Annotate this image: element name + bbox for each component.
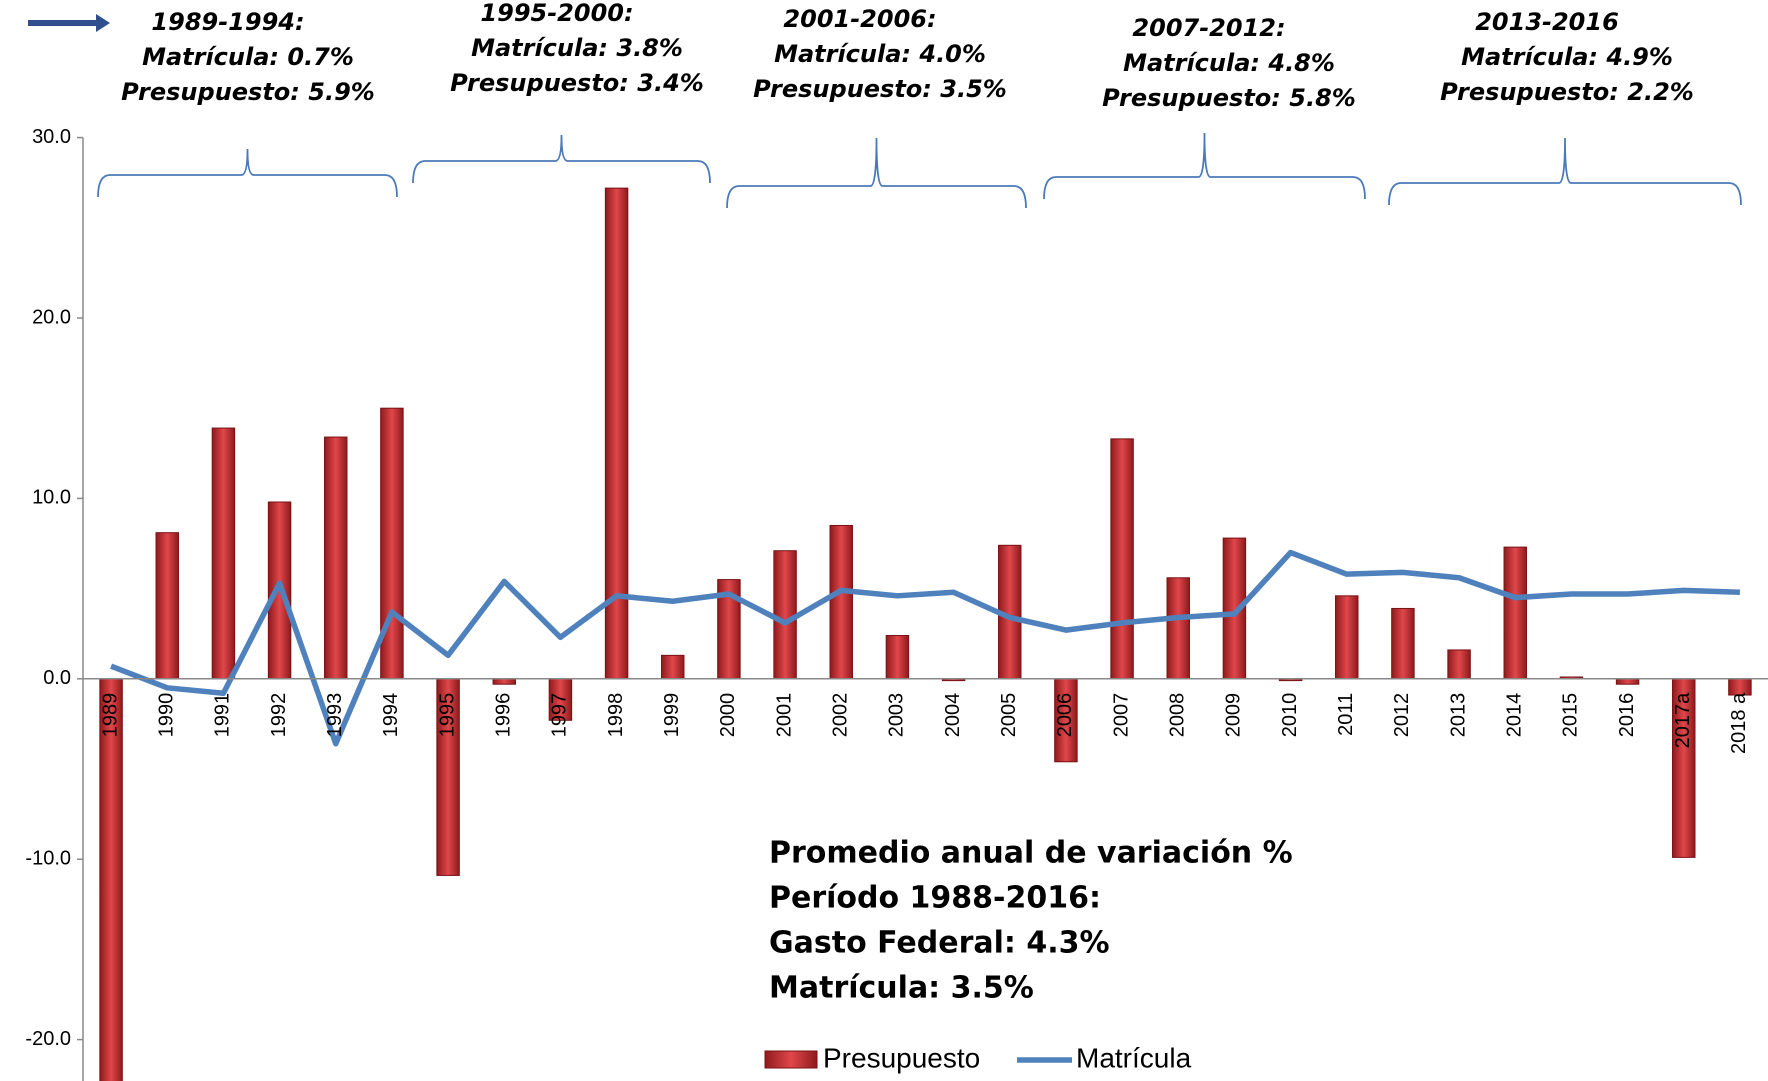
y-tick-label: -20.0 [25, 1028, 71, 1050]
bar [661, 654, 685, 680]
summary-line: Período 1988-2016: [769, 881, 1101, 916]
annotation-matricula: Matrícula: 0.7% [142, 43, 354, 71]
y-tick-label: -10.0 [25, 847, 71, 869]
x-tick-label: 1992 [268, 693, 290, 738]
bar [1615, 678, 1640, 685]
x-tick-label: 2018 a [1728, 692, 1750, 754]
line [110, 549, 1741, 747]
x-tick-label: 1990 [156, 693, 178, 738]
annotation-period: 2007-2012: [1132, 14, 1285, 42]
annotation-period: 1995-2000: [480, 0, 633, 27]
bar [380, 407, 404, 680]
bar [604, 187, 629, 680]
summary-line: Promedio anual de variación % [769, 836, 1293, 871]
x-tick-label: 2009 [1223, 693, 1245, 738]
annotation-matricula: Matrícula: 4.8% [1123, 49, 1335, 77]
y-tick-label: 30.0 [32, 126, 71, 148]
x-tick-label: 2013 [1447, 693, 1469, 738]
x-tick-label: 2002 [830, 693, 852, 738]
x-tick-label: 2000 [717, 693, 739, 738]
y-tick-label: 20.0 [32, 306, 71, 328]
brace [1043, 132, 1366, 200]
bar [1391, 607, 1415, 680]
annotation-presupuesto: Presupuesto: 5.9% [121, 78, 375, 106]
x-tick-label: 1993 [324, 693, 346, 738]
bar [492, 678, 516, 685]
brace [412, 134, 711, 184]
bar [773, 550, 797, 680]
x-tick-label: 2004 [942, 693, 964, 738]
bar [211, 427, 236, 680]
x-tick-label: 2003 [886, 693, 908, 738]
x-tick-label: 1989 [99, 693, 121, 738]
annotation-matricula: Matrícula: 3.8% [471, 34, 683, 62]
legend-label: Presupuesto [823, 1042, 980, 1073]
x-tick-label: 2012 [1391, 693, 1413, 738]
x-tick-label: 1995 [436, 693, 458, 738]
x-tick-label: 2017a [1672, 692, 1694, 748]
annotation-matricula: Matrícula: 4.0% [774, 40, 986, 68]
x-tick-label: 2007 [1110, 693, 1132, 738]
summary-line: Gasto Federal: 4.3% [769, 926, 1110, 961]
x-tick-label: 2008 [1167, 693, 1189, 738]
x-tick-label: 2001 [773, 693, 795, 738]
bar [1503, 546, 1527, 680]
bar [324, 436, 348, 680]
bar [1335, 595, 1359, 680]
annotation-presupuesto: Presupuesto: 5.8% [1102, 84, 1356, 112]
x-tick-label: 1991 [212, 693, 234, 738]
annotation-period: 1989-1994: [151, 8, 304, 36]
brace [97, 148, 398, 198]
x-tick-label: 2006 [1054, 693, 1076, 738]
bar [1166, 577, 1190, 680]
x-tick-label: 2014 [1504, 693, 1526, 738]
legend-label: Matrícula [1076, 1042, 1192, 1073]
x-tick-label: 2015 [1560, 693, 1582, 738]
x-tick-label: 1998 [605, 693, 627, 738]
summary-line: Matrícula: 3.5% [769, 971, 1034, 1006]
annotation-presupuesto: Presupuesto: 3.4% [450, 69, 704, 97]
bar [1728, 678, 1752, 696]
x-tick-label: 2011 [1335, 693, 1357, 736]
annotation-period: 2001-2006: [783, 5, 936, 33]
plot-area [99, 187, 1752, 1081]
y-tick-label: 10.0 [32, 487, 71, 509]
arrow-head [96, 14, 110, 32]
x-tick-label: 1994 [380, 693, 402, 738]
annotation-period: 2013-2016 [1475, 8, 1619, 36]
bar [1110, 438, 1134, 680]
bar [99, 678, 123, 1081]
x-tick-label: 2016 [1616, 693, 1638, 738]
x-tick-label: 1997 [549, 693, 571, 738]
bar [829, 524, 853, 680]
bar [885, 635, 910, 680]
x-tick-label: 2005 [998, 693, 1020, 738]
annotation-presupuesto: Presupuesto: 2.2% [1440, 78, 1694, 106]
annotation-matricula: Matrícula: 4.9% [1461, 43, 1673, 71]
x-tick-label: 1999 [661, 693, 683, 738]
bar [155, 532, 179, 680]
x-tick-label: 2010 [1279, 693, 1301, 738]
y-tick-label: 0.0 [43, 667, 71, 689]
brace [726, 137, 1027, 209]
x-tick-label: 1996 [493, 693, 515, 738]
legend-swatch-bar [764, 1050, 818, 1069]
brace [1388, 137, 1742, 206]
annotation-presupuesto: Presupuesto: 3.5% [753, 75, 1007, 103]
bar [1447, 649, 1471, 680]
